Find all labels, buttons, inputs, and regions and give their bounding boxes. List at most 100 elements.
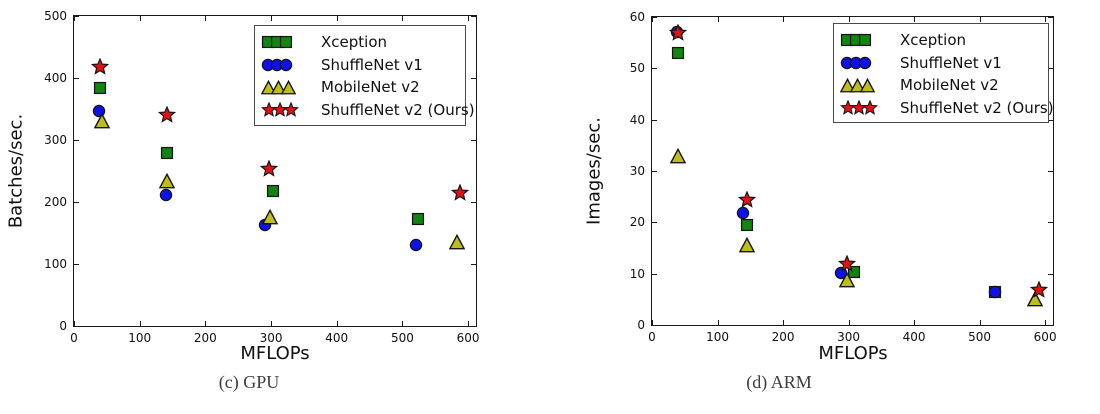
x-axis-tick — [848, 17, 850, 22]
square-legend-marker-icon — [840, 33, 892, 47]
y-axis-tick — [471, 16, 476, 17]
legend-label: ShuffleNet v2 (Ours) — [900, 98, 1054, 117]
arm-plot-area: Xception ShuffleNet v1 MobileNet v2 Shuffle… — [630, 11, 1057, 343]
circle-legend-marker-icon — [261, 58, 313, 72]
square-legend-marker-icon — [261, 35, 313, 49]
x-tick-label: 100 — [706, 330, 729, 344]
x-axis-tick — [402, 16, 404, 21]
y-axis-tick — [74, 264, 79, 265]
star-data-point-marker — [738, 190, 756, 209]
x-axis-tick — [74, 16, 75, 21]
y-axis-tick — [1048, 222, 1053, 224]
circle-data-point-marker — [988, 285, 1002, 299]
legend-row: ShuffleNet v2 (Ours) — [260, 99, 475, 122]
y-axis-tick — [652, 325, 657, 326]
x-axis-tick — [468, 16, 470, 21]
triangle-data-point-marker — [739, 237, 755, 253]
y-axis-tick — [74, 140, 79, 141]
legend-row: Xception — [261, 31, 457, 54]
gpu-x-axis-label: MFLOPs — [240, 343, 310, 364]
star-data-point-marker — [158, 105, 177, 124]
x-tick-label: 100 — [128, 331, 152, 345]
x-axis-tick — [979, 17, 981, 22]
square-data-point-marker — [411, 212, 425, 226]
y-tick-label: 200 — [44, 195, 67, 209]
square-data-point-marker — [671, 46, 685, 60]
x-tick-label: 0 — [70, 331, 78, 345]
x-axis-tick — [336, 321, 338, 326]
gpu-plot-area: Xception ShuffleNet v1 MobileNet v2 Shuffle… — [44, 10, 479, 344]
x-axis-tick — [783, 17, 785, 22]
triangle-data-point-marker — [670, 147, 687, 164]
x-tick-label: 500 — [390, 331, 414, 345]
y-tick-label: 0 — [59, 319, 67, 333]
y-tick-label: 400 — [44, 71, 67, 85]
gpu-y-axis-label: Batches/sec. — [5, 113, 27, 229]
x-axis-tick — [139, 321, 141, 326]
star-legend-marker-icon — [839, 99, 892, 116]
y-axis-tick — [471, 78, 476, 79]
x-tick-label: 300 — [837, 330, 861, 344]
star-data-point-marker — [451, 183, 470, 202]
x-tick-label: 500 — [968, 330, 992, 344]
y-axis-tick — [74, 326, 79, 327]
triangle-data-point-marker — [839, 272, 856, 288]
y-axis-tick — [652, 17, 657, 18]
y-tick-label: 30 — [629, 164, 645, 178]
circle-data-point-marker — [736, 206, 750, 220]
x-axis-tick — [979, 320, 981, 325]
x-axis-tick — [652, 320, 653, 325]
y-tick-label: 0 — [637, 318, 645, 332]
square-data-point-marker — [847, 265, 861, 279]
x-axis-tick — [914, 320, 916, 325]
x-axis-tick — [652, 17, 653, 22]
x-tick-label: 600 — [456, 331, 480, 345]
arm-subfigure-caption: (d) ARM — [746, 372, 812, 392]
y-axis-tick — [1048, 171, 1053, 172]
x-axis-tick — [848, 320, 850, 325]
triangle-legend-marker-icon — [839, 77, 892, 93]
square-data-point-marker — [160, 146, 174, 160]
y-tick-label: 60 — [629, 10, 645, 24]
legend-label: MobileNet v2 — [900, 76, 999, 95]
arm-x-axis-label: MFLOPs — [818, 343, 888, 364]
y-axis-tick — [471, 202, 476, 203]
legend-label: ShuffleNet v1 — [321, 55, 423, 74]
y-tick-label: 40 — [629, 112, 645, 127]
star-data-point-marker — [669, 24, 688, 42]
x-axis-tick — [468, 321, 470, 326]
square-data-point-marker — [740, 218, 754, 232]
y-axis-tick — [74, 16, 79, 17]
y-axis-tick — [652, 273, 657, 275]
y-axis-tick — [1048, 273, 1053, 275]
square-data-point-marker — [266, 184, 280, 198]
arm-legend: Xception ShuffleNet v1 MobileNet v2 Shuffle… — [833, 23, 1054, 123]
square-data-point-marker — [93, 81, 107, 95]
y-axis-tick — [1048, 119, 1053, 121]
legend-label: Xception — [900, 31, 967, 50]
x-tick-label: 300 — [259, 331, 283, 345]
circle-legend-marker-icon — [840, 56, 892, 70]
gpu-subfigure-caption: (c) GPU — [218, 372, 280, 392]
x-tick-label: 0 — [648, 330, 656, 344]
y-axis-tick — [652, 171, 657, 172]
star-legend-marker-icon — [260, 101, 313, 118]
legend-row: ShuffleNet v1 — [261, 54, 457, 77]
x-tick-label: 200 — [193, 331, 217, 345]
star-data-point-marker — [91, 57, 110, 76]
legend-row: MobileNet v2 — [260, 76, 457, 99]
x-axis-tick — [717, 320, 719, 325]
legend-row: ShuffleNet v2 (Ours) — [839, 97, 1054, 120]
circle-data-point-marker — [159, 188, 173, 202]
y-axis-tick — [652, 68, 657, 70]
triangle-data-point-marker — [93, 113, 110, 129]
y-tick-label: 10 — [629, 266, 645, 281]
legend-row: Xception — [840, 29, 1040, 52]
y-axis-tick — [1048, 325, 1053, 326]
arm-y-axis-label: Images/sec. — [583, 117, 605, 225]
y-axis-tick — [74, 202, 79, 203]
circle-data-point-marker — [409, 238, 423, 252]
y-tick-label: 100 — [44, 257, 67, 271]
triangle-data-point-marker — [448, 233, 465, 250]
x-tick-label: 400 — [325, 331, 349, 345]
